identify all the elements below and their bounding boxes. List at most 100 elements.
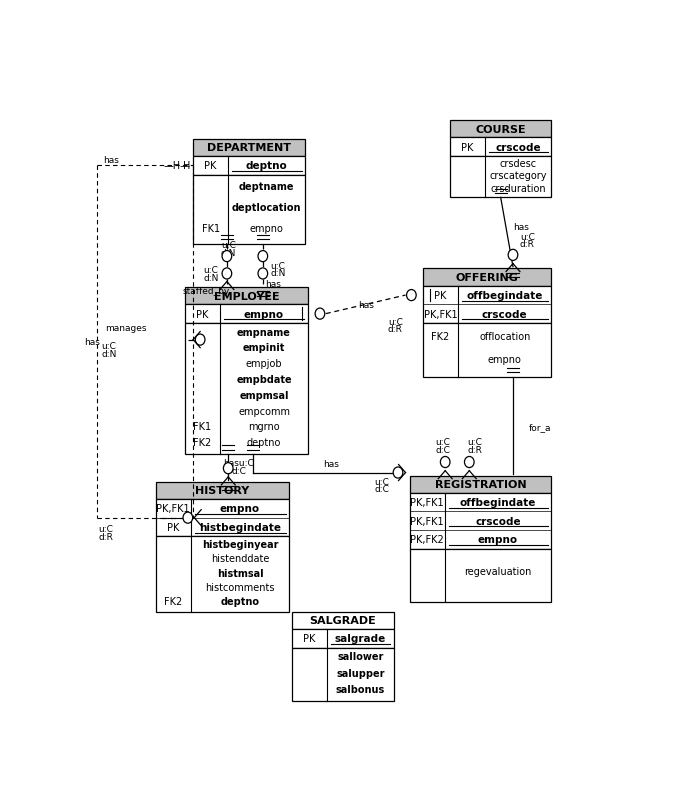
Text: SALGRADE: SALGRADE xyxy=(310,616,376,626)
Text: u:C: u:C xyxy=(467,438,482,447)
Circle shape xyxy=(406,290,416,302)
Text: crsdesc: crsdesc xyxy=(500,159,537,168)
Bar xyxy=(410,493,551,549)
Text: crscode: crscode xyxy=(475,516,521,526)
Text: d:N: d:N xyxy=(270,269,286,278)
Bar xyxy=(410,549,551,602)
Text: deptno: deptno xyxy=(247,438,282,448)
Text: salgrade: salgrade xyxy=(335,634,386,643)
Text: deptname: deptname xyxy=(239,182,295,192)
Text: histcomments: histcomments xyxy=(205,582,275,592)
Bar xyxy=(193,176,306,245)
Text: u:C: u:C xyxy=(388,317,403,326)
Text: PK: PK xyxy=(434,290,446,301)
Circle shape xyxy=(222,269,232,280)
Text: empno: empno xyxy=(220,504,260,514)
Text: histenddate: histenddate xyxy=(211,553,269,564)
Text: FK1: FK1 xyxy=(201,224,219,233)
Text: d:N: d:N xyxy=(203,273,219,282)
Text: empno: empno xyxy=(244,310,284,319)
Text: histbegindate: histbegindate xyxy=(199,522,281,533)
Text: offlocation: offlocation xyxy=(479,331,531,342)
Text: FK2: FK2 xyxy=(193,438,212,448)
Text: —H—: —H— xyxy=(164,161,190,171)
Circle shape xyxy=(258,251,268,262)
Circle shape xyxy=(224,463,233,474)
Text: empbdate: empbdate xyxy=(236,375,292,384)
Bar xyxy=(185,288,308,305)
Text: empinit: empinit xyxy=(243,343,285,353)
Text: offbegindate: offbegindate xyxy=(466,290,543,301)
Text: HISTORY: HISTORY xyxy=(195,486,250,496)
Bar xyxy=(292,630,394,648)
Text: PK,FK1: PK,FK1 xyxy=(411,497,444,508)
Text: crscategory: crscategory xyxy=(489,171,546,181)
Text: has: has xyxy=(266,280,282,289)
Text: has: has xyxy=(357,301,373,310)
Text: offbegindate: offbegindate xyxy=(460,497,536,508)
Text: PK,FK2: PK,FK2 xyxy=(411,535,444,545)
Text: empno: empno xyxy=(488,354,522,365)
Text: PK: PK xyxy=(197,310,209,319)
Text: has: has xyxy=(104,156,119,164)
Text: d:R: d:R xyxy=(520,240,535,249)
Text: DEPARTMENT: DEPARTMENT xyxy=(208,143,291,153)
Text: PK: PK xyxy=(461,143,473,152)
Text: salbonus: salbonus xyxy=(335,684,385,695)
Text: REGISTRATION: REGISTRATION xyxy=(435,480,526,490)
Circle shape xyxy=(183,512,193,524)
Text: histbeginyear: histbeginyear xyxy=(201,540,278,549)
Bar xyxy=(410,476,551,493)
Text: deptno: deptno xyxy=(246,161,288,171)
Text: empno: empno xyxy=(250,224,284,233)
Text: for_a: for_a xyxy=(529,422,551,431)
Text: empmsal: empmsal xyxy=(239,391,289,400)
Circle shape xyxy=(258,269,268,280)
Circle shape xyxy=(508,250,518,261)
Text: deptno: deptno xyxy=(221,596,259,606)
Text: crscode: crscode xyxy=(482,310,527,319)
Text: u:C: u:C xyxy=(221,241,236,250)
Bar xyxy=(193,140,306,156)
Text: u:C: u:C xyxy=(520,233,535,241)
Text: deptlocation: deptlocation xyxy=(232,203,302,213)
Text: PK,FK1: PK,FK1 xyxy=(424,310,457,319)
Text: mgrno: mgrno xyxy=(248,422,280,431)
Bar xyxy=(292,648,394,702)
Bar xyxy=(423,323,551,377)
Text: d:R: d:R xyxy=(467,445,482,454)
Text: hasu:C: hasu:C xyxy=(224,459,255,468)
Bar xyxy=(156,500,290,537)
Text: empname: empname xyxy=(237,327,291,337)
Circle shape xyxy=(464,457,474,468)
Text: d:R: d:R xyxy=(99,532,113,541)
Text: d:N: d:N xyxy=(101,349,117,358)
Text: d:R: d:R xyxy=(388,325,403,334)
Text: salupper: salupper xyxy=(336,668,384,678)
Bar xyxy=(193,156,306,176)
Circle shape xyxy=(315,309,325,320)
Circle shape xyxy=(195,334,205,346)
Text: histmsal: histmsal xyxy=(217,568,264,577)
Text: d:C: d:C xyxy=(435,445,450,454)
Text: has: has xyxy=(324,460,339,469)
Text: staffed_by: staffed_by xyxy=(183,286,230,295)
Text: d:C: d:C xyxy=(375,484,389,493)
Bar xyxy=(156,537,290,612)
Bar xyxy=(185,323,308,455)
Bar xyxy=(156,482,290,500)
Bar xyxy=(450,156,551,198)
Text: PK: PK xyxy=(204,161,217,171)
Text: manages: manages xyxy=(105,323,146,332)
Text: PK,FK1: PK,FK1 xyxy=(411,516,444,526)
Text: FK2: FK2 xyxy=(431,331,450,342)
Text: FK1: FK1 xyxy=(193,422,212,431)
Text: FK2: FK2 xyxy=(164,596,182,606)
Bar xyxy=(185,305,308,323)
Text: EMPLOYEE: EMPLOYEE xyxy=(214,291,279,302)
Text: PK,FK1: PK,FK1 xyxy=(157,504,190,514)
Text: d:C: d:C xyxy=(231,466,246,475)
Text: H: H xyxy=(183,161,190,171)
Text: u:C: u:C xyxy=(375,477,389,486)
Bar xyxy=(423,286,551,323)
